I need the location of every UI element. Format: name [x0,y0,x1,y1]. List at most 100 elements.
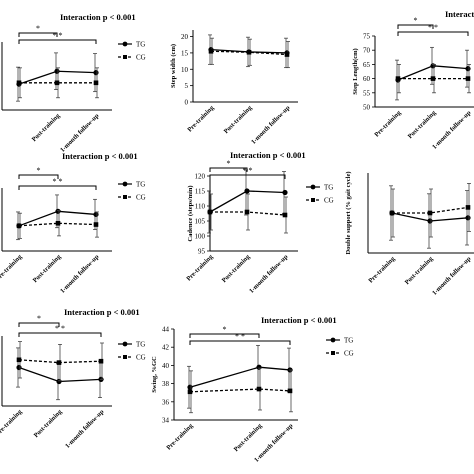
y-tick-label: 115 [195,188,206,196]
legend-label: TG [324,184,333,192]
legend-marker [122,181,128,187]
legend-marker [331,351,335,355]
interaction-title: Interaction p < 0.001 [60,12,136,22]
legend-label: CG [136,354,146,362]
data-point [54,80,60,86]
legend-label: CG [324,197,334,205]
x-tick-label: Post-training [223,104,254,135]
data-point [93,222,99,227]
legend-marker [123,195,127,199]
y-tick-label: 5 [185,82,189,90]
significance-bracket [209,167,248,172]
significance-label: * [37,166,41,175]
legend-label: TG [136,341,145,349]
x-tick-label: 1-month follow-up [59,112,101,154]
x-tick-label: 1-month follow-up [248,253,290,295]
legend-label: CG [136,54,146,62]
x-tick-label: 1-month follow-up [59,253,101,295]
interaction-title: Interaction p < 0.001 [261,315,337,325]
data-point [16,364,22,371]
x-tick-label: re-training [0,253,24,280]
y-tick-label: 20 [181,33,189,41]
x-tick-label: Post-training [33,408,64,439]
significance-label: * [37,314,41,323]
significance-label: * * [428,23,438,32]
x-tick-label: Pre-training [367,255,397,285]
y-tick-label: 100 [195,233,206,241]
significance-bracket [397,24,434,29]
data-point [282,189,288,196]
data-point [16,357,22,363]
legend-label: CG [136,194,146,202]
significance-bracket [18,39,97,44]
significance-label: * * [243,166,253,175]
data-point [16,80,22,86]
significance-bracket [18,174,59,179]
x-tick-label: Post-training [221,253,252,284]
data-point [246,49,252,55]
chart-panel-6: Double support (% gait cycle) Pre-trainin… [345,171,474,297]
y-tick-label: 50 [363,104,371,112]
significance-bracket [18,322,60,327]
legend-marker [123,355,127,359]
y-tick-label: 36 [162,398,170,406]
x-tick-label: Post-training [32,253,63,284]
x-tick-label: Pre-training [185,253,215,283]
data-point [282,212,288,218]
data-point [430,76,436,81]
legend-label: TG [136,181,145,189]
x-tick-label: Post-training [407,109,438,140]
data-point [55,220,61,226]
data-point [93,70,99,76]
y-tick-label: 42 [162,344,170,352]
y-tick-label: 95 [198,248,206,256]
data-point [284,52,290,57]
significance-label: * [414,16,418,25]
significance-label: * [36,24,40,33]
data-point [465,215,471,221]
significance-bracket [189,340,291,345]
y-tick-label: 38 [162,380,170,388]
y-tick-label: 105 [195,218,206,226]
data-point [93,211,99,218]
data-point [256,386,262,392]
data-point [207,209,213,215]
significance-label: * * [53,177,63,186]
data-point [244,188,250,194]
x-tick-label: 1-month follow-up [431,109,473,151]
x-tick-label: 1-month follow-up [431,255,473,297]
interaction-title: Interaction p < 0.001 [230,150,306,160]
data-point [427,210,433,216]
significance-bracket [189,333,260,338]
y-axis-label: Double support (% gait cycle) [345,171,352,254]
data-point [465,66,471,72]
significance-bracket [209,174,286,179]
data-point [208,48,214,54]
legend-marker [311,198,315,202]
data-point [244,209,250,215]
y-tick-label: 44 [162,326,170,334]
data-point [395,76,401,81]
data-point [187,389,193,395]
data-point [56,378,62,385]
chart-panel-2: 0 5 10 15 20 Step width (cm) Pre-training Post-… [170,30,298,146]
x-tick-label: 1-month follow-up [250,104,292,146]
data-point [187,384,193,390]
legend-marker [122,41,128,47]
series-line-series2 [210,50,288,56]
legend-label: TG [136,41,145,49]
significance-bracket [18,185,97,190]
legend-marker [122,341,128,347]
legend-label: TG [344,337,353,345]
legend-label: CG [344,350,354,358]
y-tick-label: 40 [162,362,170,370]
data-point [427,218,433,224]
y-tick-label: 15 [181,49,189,57]
data-point [93,80,99,86]
chart-panel-7: re-training Post-training 1-month follow-u… [0,307,146,450]
data-point [465,205,471,210]
chart-panel-3: 50 55 60 65 70 75 Step Length(cm) Pre-training P… [352,9,474,151]
